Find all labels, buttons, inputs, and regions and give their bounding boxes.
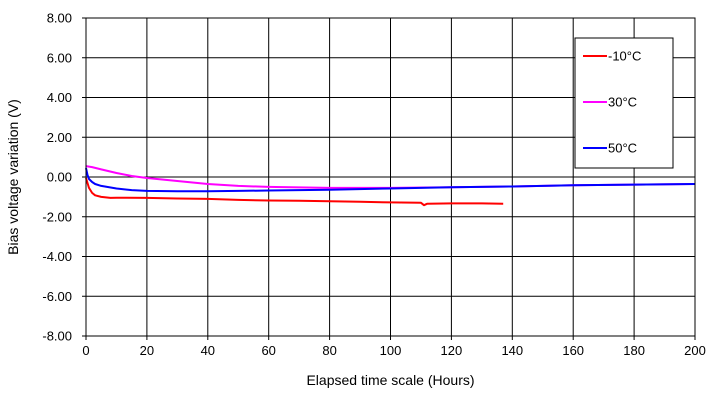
x-tick-label: 80 — [322, 343, 336, 358]
x-tick-label: 20 — [140, 343, 154, 358]
y-tick-label: -6.00 — [42, 289, 72, 304]
y-axis-title: Bias voltage variation (V) — [5, 99, 21, 255]
y-tick-labels: 8.00 6.00 4.00 2.00 0.00 -2.00 -4.00 -6.00 -8.00 — [42, 11, 72, 344]
x-tick-label: 200 — [684, 343, 706, 358]
series-line-0 — [85, 177, 504, 207]
legend-label: 50°C — [608, 141, 637, 156]
plot-frame — [85, 17, 696, 337]
x-tick-label: 60 — [261, 343, 275, 358]
y-tick-label: -4.00 — [42, 249, 72, 264]
y-tick-label: 0.00 — [47, 170, 72, 185]
x-tick-label: 120 — [441, 343, 463, 358]
x-tick-label: 100 — [380, 343, 402, 358]
y-tick-label: 4.00 — [47, 90, 72, 105]
series-lines — [85, 165, 696, 207]
y-tick-label: -8.00 — [42, 329, 72, 344]
x-tick-label: 40 — [201, 343, 215, 358]
y-tick-label: 6.00 — [47, 50, 72, 65]
legend-label: -10°C — [608, 49, 641, 64]
y-tick-label: -2.00 — [42, 209, 72, 224]
x-tick-labels: 0 20 40 60 80 100 120 140 160 180 200 — [82, 343, 705, 358]
legend: -10°C 30°C 50°C — [574, 37, 674, 169]
x-tick-label: 0 — [82, 343, 89, 358]
x-axis-title: Elapsed time scale (Hours) — [306, 372, 474, 388]
y-tick-label: 2.00 — [47, 130, 72, 145]
y-tick-label: 8.00 — [47, 11, 72, 26]
x-tick-label: 140 — [501, 343, 523, 358]
series-line-2 — [85, 167, 696, 193]
legend-label: 30°C — [608, 95, 637, 110]
x-tick-label: 160 — [562, 343, 584, 358]
x-tick-label: 180 — [623, 343, 645, 358]
